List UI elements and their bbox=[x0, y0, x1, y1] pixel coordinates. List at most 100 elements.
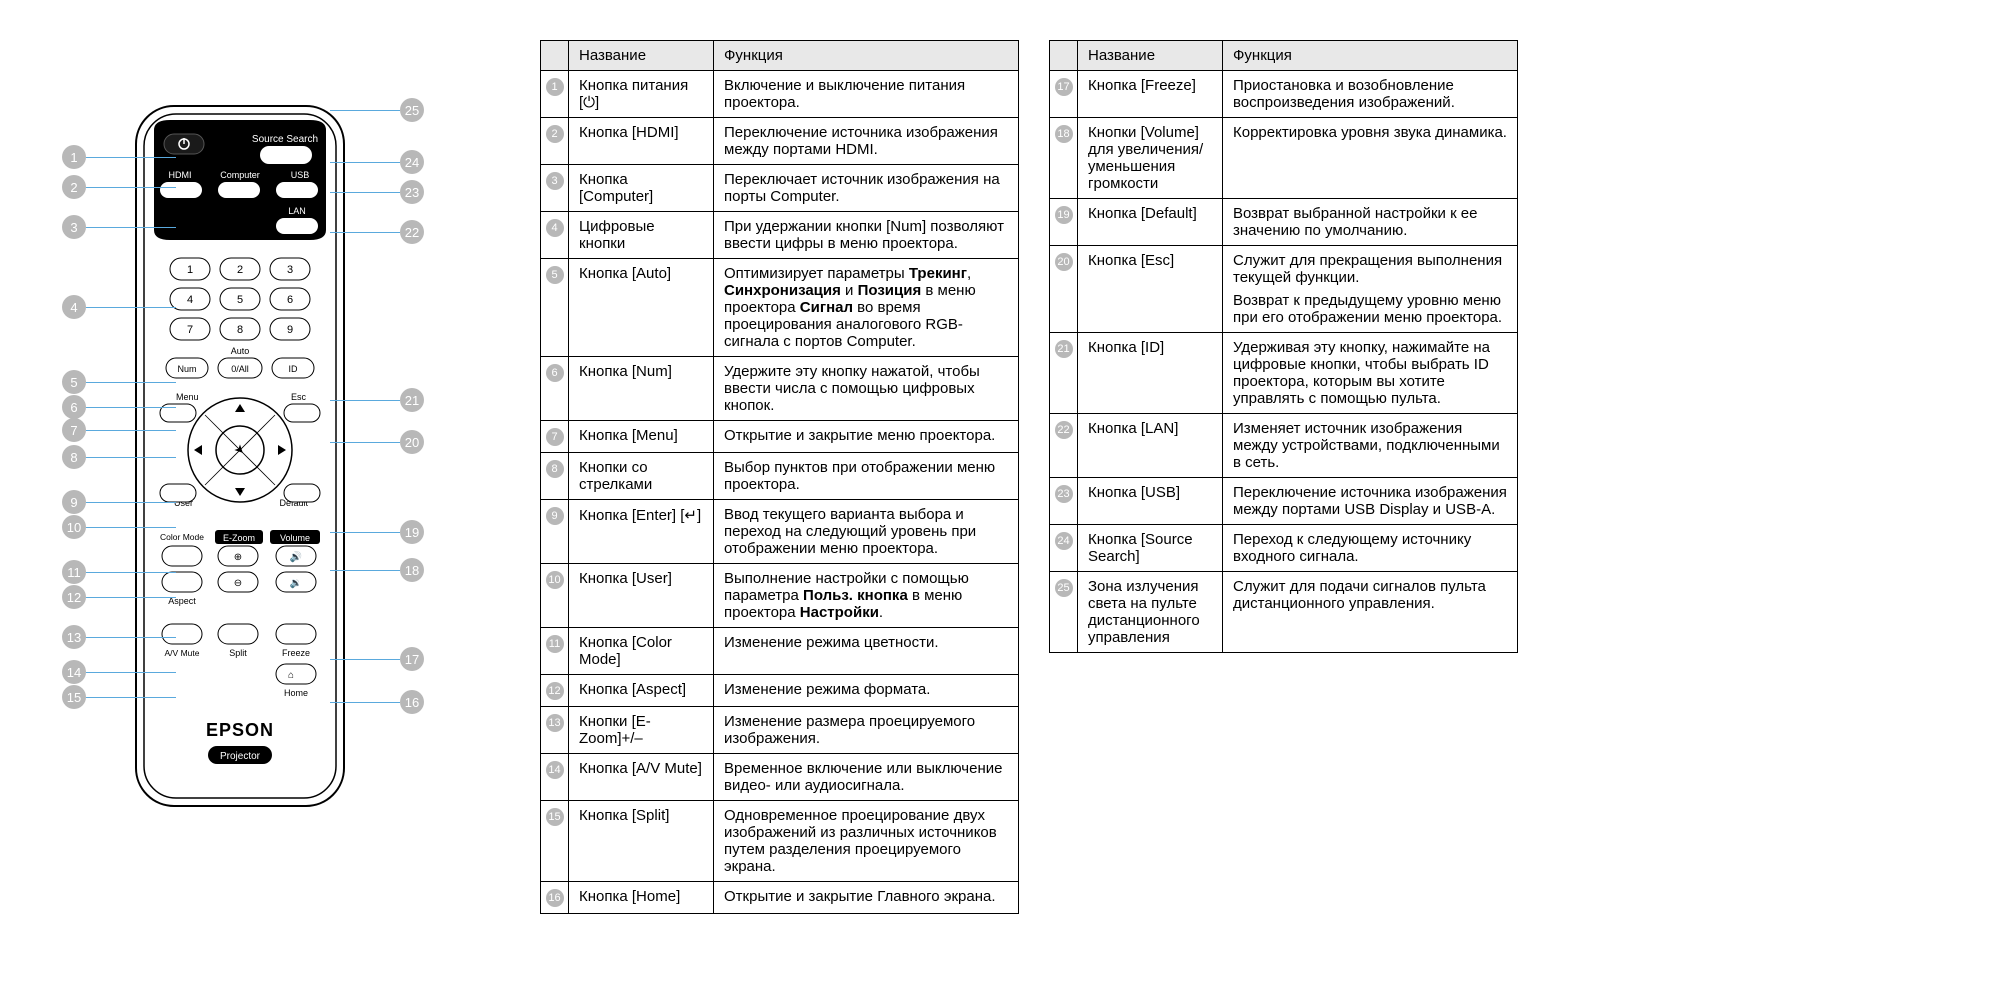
row-number-badge: 17 bbox=[1055, 78, 1073, 96]
button-name-cell: Кнопка [User] bbox=[569, 564, 714, 628]
table-row: 10Кнопка [User]Выполнение настройки с по… bbox=[541, 564, 1019, 628]
svg-text:Menu: Menu bbox=[176, 392, 199, 402]
button-name-cell: Кнопки [E-Zoom]+/– bbox=[569, 707, 714, 754]
callout-10: 10 bbox=[62, 515, 176, 539]
function-cell: Включение и выключение питания проектора… bbox=[714, 71, 1019, 118]
function-cell: Возврат выбранной настройки к ее значени… bbox=[1223, 199, 1518, 246]
callout-21: 21 bbox=[330, 388, 424, 412]
row-number-badge: 4 bbox=[546, 219, 564, 237]
callout-leader bbox=[86, 527, 176, 528]
row-number-badge: 2 bbox=[546, 125, 564, 143]
function-cell: Временное включение или выключение видео… bbox=[714, 754, 1019, 801]
callout-leader bbox=[330, 162, 400, 163]
svg-text:Projector: Projector bbox=[220, 751, 261, 762]
function-cell: Переключение источника изображения между… bbox=[714, 118, 1019, 165]
svg-text:E-Zoom: E-Zoom bbox=[223, 533, 255, 543]
table-row: 9Кнопка [Enter] [↵]Ввод текущего вариант… bbox=[541, 500, 1019, 564]
table-row: 25Зона излучения света на пульте дистанц… bbox=[1050, 572, 1518, 653]
callout-18: 18 bbox=[330, 558, 424, 582]
callout-17: 17 bbox=[330, 647, 424, 671]
button-name-cell: Кнопка [Home] bbox=[569, 882, 714, 914]
button-name-cell: Кнопка [LAN] bbox=[1078, 414, 1223, 478]
callout-13: 13 bbox=[62, 625, 176, 649]
svg-text:Home: Home bbox=[284, 688, 308, 698]
callout-2: 2 bbox=[62, 175, 176, 199]
callout-leader bbox=[330, 570, 400, 571]
callout-11: 11 bbox=[62, 560, 176, 584]
function-cell: Служит для подачи сигналов пульта дистан… bbox=[1223, 572, 1518, 653]
table-row: 24Кнопка [Source Search]Переход к следую… bbox=[1050, 525, 1518, 572]
svg-text:3: 3 bbox=[287, 264, 293, 276]
function-cell: Изменяет источник изображения между устр… bbox=[1223, 414, 1518, 478]
callout-leader bbox=[330, 192, 400, 193]
function-cell: Открытие и закрытие меню проектора. bbox=[714, 421, 1019, 453]
svg-text:Source Search: Source Search bbox=[252, 134, 318, 145]
svg-text:Auto: Auto bbox=[231, 346, 250, 356]
table-row: 7Кнопка [Menu]Открытие и закрытие меню п… bbox=[541, 421, 1019, 453]
function-table-1: Название Функция 1Кнопка питания [⏻]Вклю… bbox=[540, 40, 1019, 914]
callout-bubble: 17 bbox=[400, 647, 424, 671]
function-cell: Переход к следующему источнику входного … bbox=[1223, 525, 1518, 572]
table-row: 14Кнопка [A/V Mute]Временное включение и… bbox=[541, 754, 1019, 801]
table-row: 23Кнопка [USB]Переключение источника изо… bbox=[1050, 478, 1518, 525]
svg-text:⌂: ⌂ bbox=[288, 670, 294, 681]
button-name-cell: Кнопки со стрелками bbox=[569, 453, 714, 500]
row-number-badge: 9 bbox=[546, 507, 564, 525]
button-name-cell: Кнопка [Auto] bbox=[569, 259, 714, 357]
function-cell: Одновременное проецирование двух изображ… bbox=[714, 801, 1019, 882]
header-name: Название bbox=[569, 41, 714, 71]
svg-text:ID: ID bbox=[289, 364, 299, 374]
button-name-cell: Кнопка [Num] bbox=[569, 357, 714, 421]
row-number-badge: 12 bbox=[546, 682, 564, 700]
callout-bubble: 6 bbox=[62, 395, 86, 419]
table-row: 16Кнопка [Home]Открытие и закрытие Главн… bbox=[541, 882, 1019, 914]
callout-bubble: 16 bbox=[400, 690, 424, 714]
svg-text:🔊: 🔊 bbox=[290, 550, 302, 563]
callout-leader bbox=[330, 702, 400, 703]
table-row: 11Кнопка [Color Mode]Изменение режима цв… bbox=[541, 628, 1019, 675]
row-number-badge: 5 bbox=[546, 266, 564, 284]
callout-5: 5 bbox=[62, 370, 176, 394]
callout-leader bbox=[330, 400, 400, 401]
callout-leader bbox=[86, 430, 176, 431]
callout-bubble: 3 bbox=[62, 215, 86, 239]
callout-leader bbox=[86, 672, 176, 673]
callout-bubble: 2 bbox=[62, 175, 86, 199]
callout-24: 24 bbox=[330, 150, 424, 174]
svg-text:Esc: Esc bbox=[291, 392, 307, 402]
table-row: 18 Кнопки [Volume] для увеличения/уменьше… bbox=[1050, 118, 1518, 199]
function-cell: Оптимизирует параметры Трекинг, Синхрони… bbox=[714, 259, 1019, 357]
button-name-cell: Кнопка [Aspect] bbox=[569, 675, 714, 707]
callout-bubble: 14 bbox=[62, 660, 86, 684]
table-row: 19 Кнопка [Default]Возврат выбранной наст… bbox=[1050, 199, 1518, 246]
callout-bubble: 25 bbox=[400, 98, 424, 122]
callout-bubble: 23 bbox=[400, 180, 424, 204]
button-name-cell: Кнопка [Default] bbox=[1078, 199, 1223, 246]
callout-leader bbox=[330, 532, 400, 533]
svg-text:⊕: ⊕ bbox=[234, 552, 242, 563]
callout-3: 3 bbox=[62, 215, 176, 239]
table-row: 17Кнопка [Freeze]Приостановка и возобнов… bbox=[1050, 71, 1518, 118]
button-name-cell: Кнопка [Split] bbox=[569, 801, 714, 882]
callout-23: 23 bbox=[330, 180, 424, 204]
callout-9: 9 bbox=[62, 490, 176, 514]
table-row: 2Кнопка [HDMI]Переключение источника изо… bbox=[541, 118, 1019, 165]
row-number-badge: 19 bbox=[1055, 206, 1073, 224]
row-number-badge: 11 bbox=[546, 635, 564, 653]
svg-text:2: 2 bbox=[237, 264, 243, 276]
callout-19: 19 bbox=[330, 520, 424, 544]
svg-text:6: 6 bbox=[287, 294, 293, 306]
button-name-cell: Кнопка [A/V Mute] bbox=[569, 754, 714, 801]
row-number-badge: 3 bbox=[546, 172, 564, 190]
callout-bubble: 15 bbox=[62, 685, 86, 709]
row-number-badge: 18 bbox=[1055, 125, 1073, 143]
callout-8: 8 bbox=[62, 445, 176, 469]
row-number-badge: 13 bbox=[546, 714, 564, 732]
callout-16: 16 bbox=[330, 690, 424, 714]
function-cell: Выбор пунктов при отображении меню проек… bbox=[714, 453, 1019, 500]
callout-1: 1 bbox=[62, 145, 176, 169]
callout-20: 20 bbox=[330, 430, 424, 454]
svg-text:4: 4 bbox=[187, 294, 193, 306]
function-cell: Изменение режима цветности. bbox=[714, 628, 1019, 675]
button-name-cell: Кнопки [Volume] для увеличения/уменьшени… bbox=[1078, 118, 1223, 199]
